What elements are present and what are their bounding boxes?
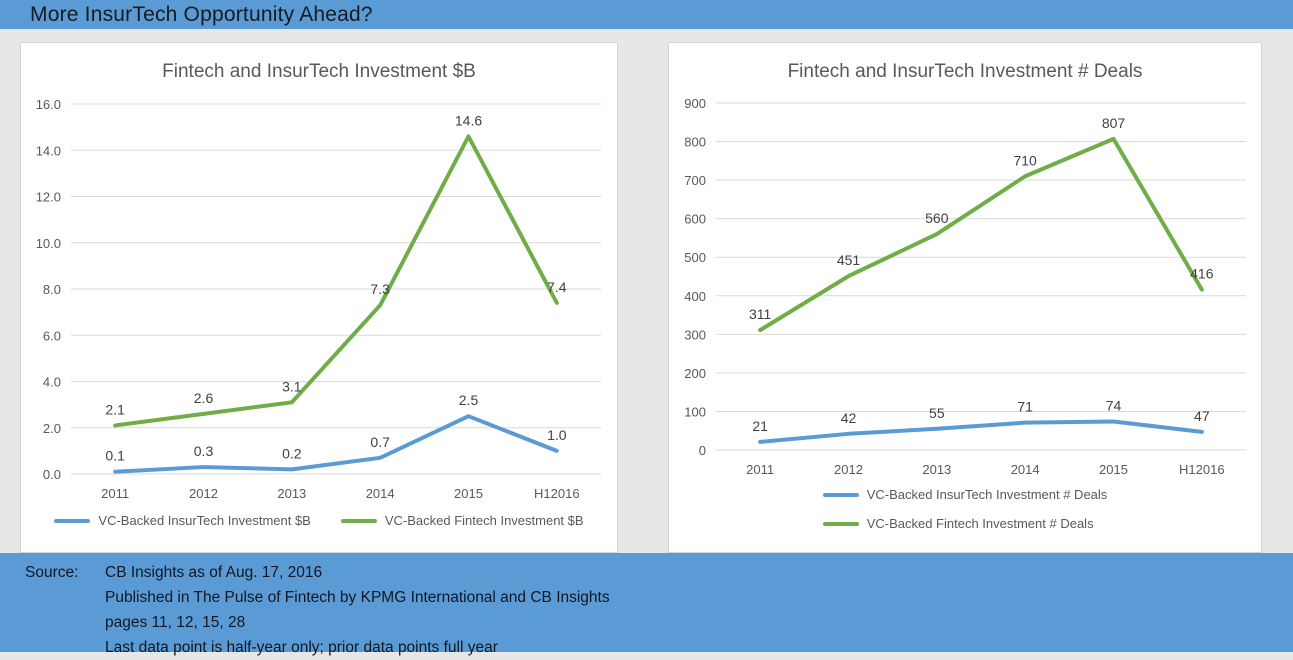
data-label: 21: [752, 418, 768, 434]
y-axis-label: 0.0: [43, 467, 61, 482]
x-axis-label: H12016: [1179, 462, 1225, 477]
y-axis-label: 14.0: [36, 143, 61, 158]
x-axis-label: 2013: [277, 486, 306, 501]
data-label: 1.0: [547, 427, 567, 443]
x-axis-label: 2015: [454, 486, 483, 501]
legend-item: VC-Backed InsurTech Investment $B: [54, 513, 311, 528]
legend-label: VC-Backed Fintech Investment # Deals: [866, 516, 1094, 531]
series-line: [758, 136, 1204, 333]
line-chart-investment-dollars: 0.0 2.0 4.0 6.0 8.0 10.0 12.0 14.0 16.0 2011 2012 2…: [36, 97, 601, 501]
x-axis-label: 2011: [101, 486, 129, 501]
data-label: 416: [1190, 266, 1214, 282]
legend-item: VC-Backed Fintech Investment $B: [340, 513, 584, 528]
chart-legend-investment-dollars: VC-Backed InsurTech Investment $B VC-Back…: [21, 513, 617, 528]
source-footer-inner: Source: CB Insights as of Aug. 17, 2016 …: [0, 553, 1293, 660]
x-axis-label: 2012: [834, 462, 863, 477]
x-axis-label: 2015: [1099, 462, 1128, 477]
legend-label: VC-Backed InsurTech Investment $B: [98, 513, 311, 528]
y-axis-label: 2.0: [43, 421, 61, 436]
legend-label: VC-Backed InsurTech Investment # Deals: [866, 487, 1108, 502]
legend-label: VC-Backed Fintech Investment $B: [384, 513, 584, 528]
legend-item: VC-Backed Fintech Investment # Deals: [822, 516, 1094, 531]
data-label: 0.7: [370, 434, 390, 450]
data-label: 451: [837, 252, 861, 268]
data-label: 311: [749, 306, 772, 322]
x-axis-label: 2011: [746, 462, 774, 477]
source-line: Published in The Pulse of Fintech by KPM…: [105, 589, 610, 606]
data-label: 55: [929, 405, 945, 421]
y-axis-label: 4.0: [43, 375, 61, 390]
y-axis-label: 6.0: [43, 328, 61, 343]
legend-line-swatch: [822, 521, 859, 526]
source-label: Source:: [25, 564, 79, 581]
data-label: 2.5: [459, 392, 479, 408]
x-axis-label: 2012: [189, 486, 218, 501]
y-axis-label: 8.0: [43, 282, 61, 297]
data-label: 74: [1106, 397, 1122, 413]
data-label: 0.2: [282, 445, 302, 461]
chart-title-investment-dollars: Fintech and InsurTech Investment $B: [162, 61, 476, 82]
source-lines: CB Insights as of Aug. 17, 2016 Publishe…: [105, 560, 610, 660]
data-label: 807: [1102, 115, 1126, 131]
data-label: 0.1: [105, 448, 125, 464]
data-label: 7.3: [370, 281, 390, 297]
source-line: CB Insights as of Aug. 17, 2016: [105, 564, 323, 581]
x-axis-label: H12016: [534, 486, 580, 501]
data-label: 2.1: [105, 401, 125, 417]
x-axis-label: 2014: [366, 486, 395, 501]
data-label: 710: [1013, 152, 1037, 168]
chart-legend-wrap: VC-Backed InsurTech Investment # Deals VC…: [669, 487, 1261, 531]
x-axis-label: 2014: [1011, 462, 1040, 477]
x-axis-label: 2013: [922, 462, 951, 477]
y-axis-label: 300: [684, 327, 706, 342]
y-axis-label: 800: [684, 135, 706, 150]
y-axis-label: 10.0: [36, 236, 61, 251]
source-line: Last data point is half-year only; prior…: [105, 639, 498, 656]
y-axis-label: 600: [684, 212, 706, 227]
y-axis-label: 0: [699, 443, 706, 458]
chart-panel-investment-dollars: Fintech and InsurTech Investment $B 0.0 2…: [20, 42, 618, 553]
chart-title-investment-deals: Fintech and InsurTech Investment # Deals: [787, 61, 1143, 82]
y-axis-label: 900: [684, 96, 706, 111]
data-label: 7.4: [547, 279, 567, 295]
data-label: 0.3: [194, 443, 214, 459]
data-label: 3.1: [282, 378, 302, 394]
legend-line-swatch: [340, 518, 377, 523]
data-label: 42: [841, 410, 857, 426]
series-line: [758, 419, 1204, 444]
chart-legend-investment-deals: VC-Backed InsurTech Investment # Deals VC…: [822, 487, 1108, 531]
y-axis-label: 200: [684, 366, 706, 381]
data-label: 71: [1017, 399, 1033, 415]
legend-item: VC-Backed InsurTech Investment # Deals: [822, 487, 1108, 502]
legend-line-swatch: [822, 492, 859, 497]
series-line: [113, 134, 559, 428]
data-label: 47: [1194, 408, 1210, 424]
slide-title: More InsurTech Opportunity Ahead?: [30, 3, 373, 26]
legend-line-swatch: [54, 518, 91, 523]
y-axis-label: 700: [684, 173, 706, 188]
chart-panel-investment-deals: Fintech and InsurTech Investment # Deals…: [668, 42, 1262, 553]
source-line: pages 11, 12, 15, 28: [105, 614, 246, 631]
title-banner: More InsurTech Opportunity Ahead?: [0, 0, 1293, 29]
y-axis-label: 12.0: [36, 190, 61, 205]
y-axis-label: 400: [684, 289, 706, 304]
y-axis-label: 16.0: [36, 97, 61, 112]
y-axis-label: 500: [684, 250, 706, 265]
source-footer: Source: CB Insights as of Aug. 17, 2016 …: [0, 553, 1293, 656]
y-axis-label: 100: [684, 404, 706, 419]
line-chart-investment-deals: 0 100 200 300 400 500 600 700 800 900 2011 2012 2013…: [684, 96, 1246, 477]
data-label: 2.6: [194, 390, 214, 406]
data-label: 560: [925, 210, 949, 226]
series-line: [113, 414, 559, 474]
data-label: 14.6: [455, 112, 482, 128]
